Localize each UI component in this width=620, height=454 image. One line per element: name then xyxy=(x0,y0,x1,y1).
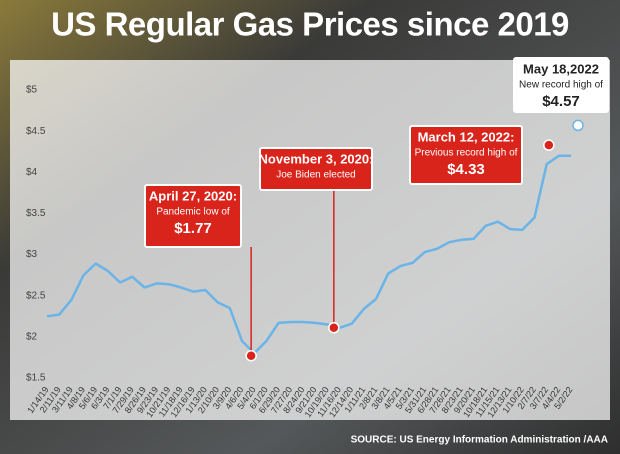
y-tick-label: $5 xyxy=(26,85,38,96)
annotation-title: April 27, 2020: xyxy=(149,188,237,203)
annotation-title: November 3, 2020: xyxy=(259,151,374,166)
y-tick-label: $2 xyxy=(26,331,38,342)
annotation-title: March 12, 2022: xyxy=(418,129,515,144)
y-tick-label: $2.5 xyxy=(26,290,46,301)
annotation-text: Joe Biden elected xyxy=(276,170,356,181)
line xyxy=(46,154,571,355)
annotation-value: $1.77 xyxy=(174,220,212,237)
annotation-box xyxy=(409,125,523,185)
annotation-box xyxy=(144,184,242,248)
annotation-box xyxy=(259,147,373,191)
annotation-value: $4.57 xyxy=(542,93,580,110)
annotation-text: New record high of xyxy=(519,80,603,91)
annotation-value: $4.33 xyxy=(447,161,485,178)
plot-backdrop xyxy=(10,60,610,420)
annotation-title: May 18,2022 xyxy=(523,61,599,76)
annotation-box xyxy=(513,57,609,113)
y-tick-label: $4.5 xyxy=(26,126,46,137)
annotation-marker xyxy=(245,350,257,362)
annotation-marker xyxy=(543,139,555,151)
y-tick-label: $3.5 xyxy=(26,208,46,219)
annotation-text: Pandemic low of xyxy=(156,207,230,218)
y-tick-label: $3 xyxy=(26,249,38,260)
annotation-text: Previous record high of xyxy=(415,148,518,159)
y-tick-label: $1.5 xyxy=(26,373,46,384)
annotation-marker xyxy=(572,119,584,132)
source: SOURCE: US Energy Information Administra… xyxy=(351,435,608,446)
y-tick-label: $4 xyxy=(26,167,38,178)
chart-title: US Regular Gas Prices since 2019 xyxy=(51,6,569,43)
annotation-marker xyxy=(328,322,340,334)
